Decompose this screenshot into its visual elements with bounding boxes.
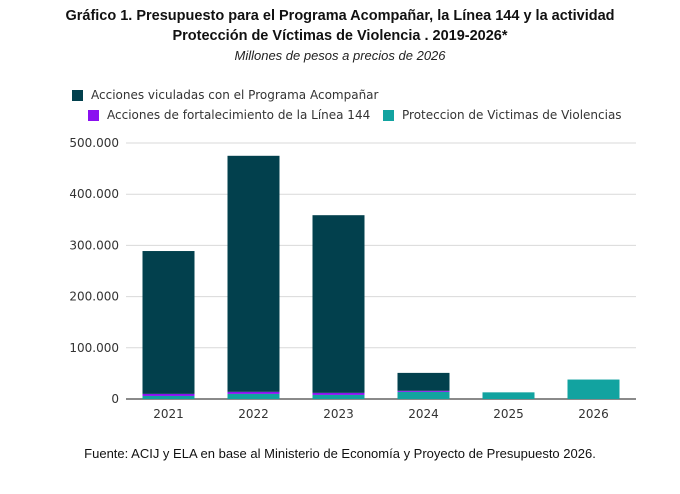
- chart-subtitle: Millones de pesos a precios de 2026: [234, 48, 446, 63]
- y-tick-label: 500.000: [69, 136, 119, 150]
- x-tick-label: 2022: [238, 407, 269, 421]
- bar-segment-2021-s1: [142, 393, 195, 396]
- bar-segment-2026-s0: [567, 379, 620, 399]
- legend-swatch: [72, 89, 83, 101]
- bar-segment-2022-s2: [227, 155, 280, 392]
- bar-segment-2025-s0: [482, 392, 535, 399]
- legend-swatch: [383, 109, 394, 121]
- bar-segment-2024-s1: [397, 390, 450, 392]
- bar-segment-2024-s2: [397, 372, 450, 391]
- x-tick-label: 2024: [408, 407, 439, 421]
- bar-segment-2023-s2: [312, 215, 365, 393]
- y-tick-label: 300.000: [69, 238, 119, 252]
- y-tick-label: 400.000: [69, 187, 119, 201]
- legend-label: Acciones de fortalecimiento de la Línea …: [107, 108, 371, 122]
- x-tick-label: 2026: [578, 407, 609, 421]
- chart-title-line1: Gráfico 1. Presupuesto para el Programa …: [65, 8, 615, 24]
- bar-segment-2024-s0: [397, 391, 450, 399]
- legend-swatch: [88, 109, 99, 121]
- bar-segment-2023-s0: [312, 394, 365, 399]
- bar-segment-2022-s0: [227, 393, 280, 399]
- legend-label: Acciones viculadas con el Programa Acomp…: [91, 88, 379, 102]
- chart-source: Fuente: ACIJ y ELA en base al Ministerio…: [84, 446, 596, 461]
- legend-item-linea144: Acciones de fortalecimiento de la Línea …: [88, 108, 370, 122]
- legend-item-acompanar: Acciones viculadas con el Programa Acomp…: [72, 88, 378, 102]
- y-tick-label: 0: [111, 392, 119, 406]
- legend-item-proteccion: Proteccion de Victimas de Violencias: [383, 108, 622, 122]
- legend-label: Proteccion de Victimas de Violencias: [402, 108, 622, 122]
- x-tick-label: 2021: [153, 407, 184, 421]
- bar-segment-2023-s1: [312, 392, 365, 395]
- bar-segment-2021-s2: [142, 251, 195, 394]
- bar-segment-2022-s1: [227, 391, 280, 394]
- y-tick-label: 100.000: [69, 341, 119, 355]
- bar-segment-2021-s0: [142, 395, 195, 399]
- x-tick-label: 2023: [323, 407, 354, 421]
- bar-chart: 0 100.000 200.000 300.000 400.000 500.000 202…: [69, 136, 636, 421]
- y-tick-label: 200.000: [69, 290, 119, 304]
- chart-title-line2: Protección de Víctimas de Violencia . 20…: [172, 28, 508, 44]
- x-tick-label: 2025: [493, 407, 524, 421]
